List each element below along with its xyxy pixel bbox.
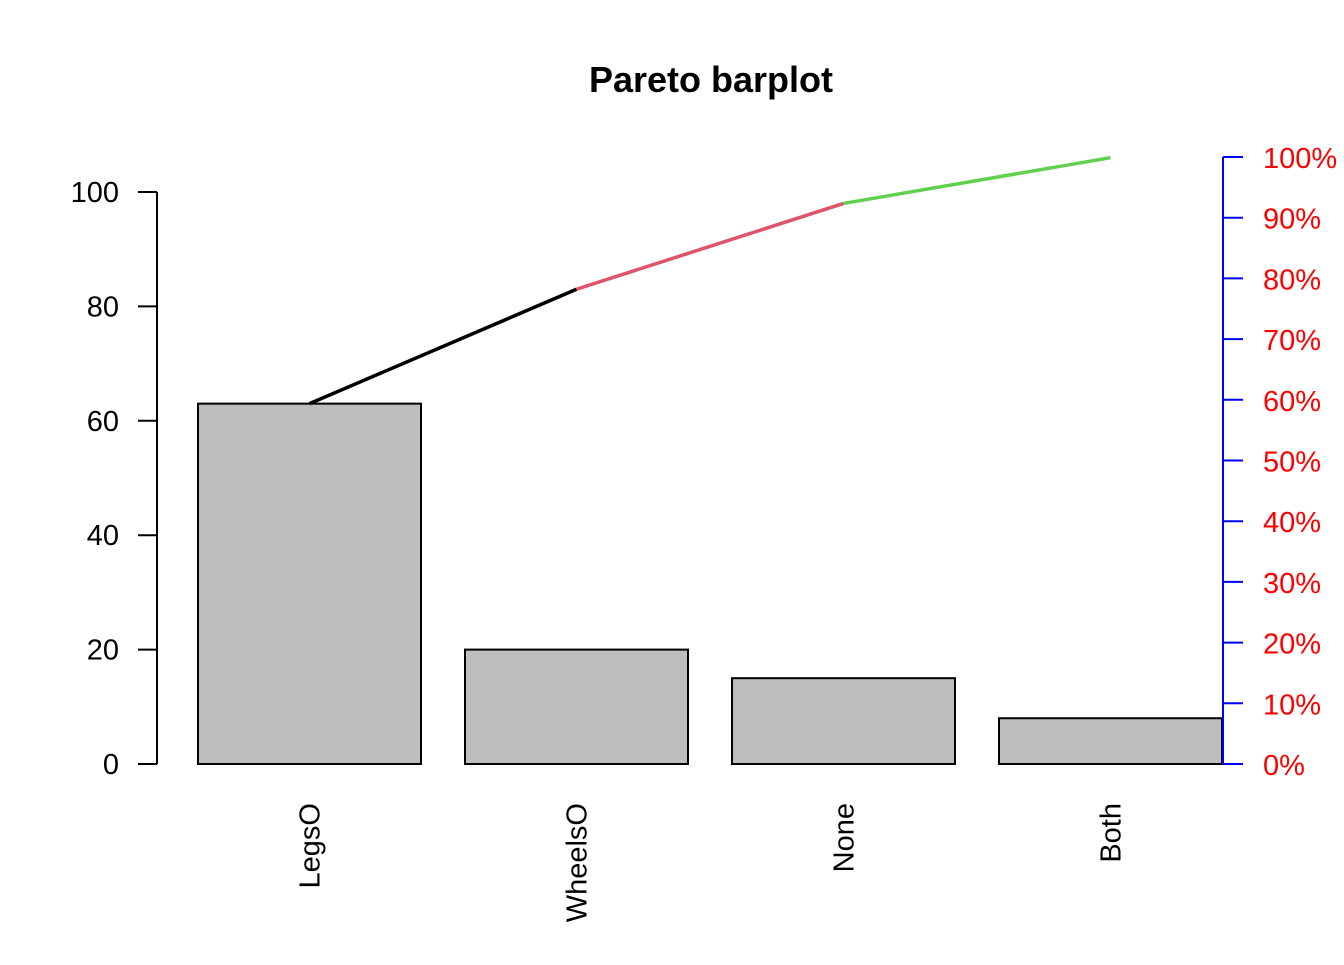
right-tick-label: 40% xyxy=(1263,507,1321,539)
cumulative-line-segment xyxy=(843,155,1111,206)
right-tick-label: 20% xyxy=(1263,629,1321,661)
bar-LegsO xyxy=(197,402,422,765)
right-tick-label: 70% xyxy=(1263,325,1321,357)
category-label: None xyxy=(829,803,861,872)
left-tick-label: 40 xyxy=(87,520,119,552)
bar-None xyxy=(731,677,956,766)
bar-Both xyxy=(998,717,1223,765)
left-tick-label: 60 xyxy=(87,406,119,438)
right-tick-label: 90% xyxy=(1263,204,1321,236)
right-tick-label: 100% xyxy=(1263,143,1337,175)
left-tick-label: 20 xyxy=(87,635,119,667)
right-axis: 0% 10% 20% 30% 40% 50% 60% 70% 80% 90% 100% xyxy=(1222,143,1337,782)
left-axis: 0 20 40 60 80 100 xyxy=(71,177,158,781)
cumulative-line-segment xyxy=(308,287,578,406)
right-tick-label: 60% xyxy=(1263,386,1321,418)
category-label: WheelsO xyxy=(562,803,594,922)
right-tick-label: 0% xyxy=(1263,750,1305,782)
right-tick-label: 30% xyxy=(1263,568,1321,600)
left-tick-label: 100 xyxy=(71,177,119,209)
category-label: Both xyxy=(1096,803,1128,863)
category-label: LegsO xyxy=(295,803,327,888)
category-axis: LegsO WheelsO None Both xyxy=(295,803,1128,922)
cumulative-line-layer xyxy=(308,155,1111,406)
right-tick-label: 50% xyxy=(1263,447,1321,479)
cumulative-line-segment xyxy=(575,201,845,291)
right-tick-label: 10% xyxy=(1263,689,1321,721)
right-tick-label: 80% xyxy=(1263,264,1321,296)
chart-title: Pareto barplot xyxy=(589,59,833,100)
left-tick-label: 0 xyxy=(103,749,119,781)
left-tick-label: 80 xyxy=(87,291,119,323)
bars-layer xyxy=(197,402,1223,766)
bar-WheelsO xyxy=(464,648,689,765)
